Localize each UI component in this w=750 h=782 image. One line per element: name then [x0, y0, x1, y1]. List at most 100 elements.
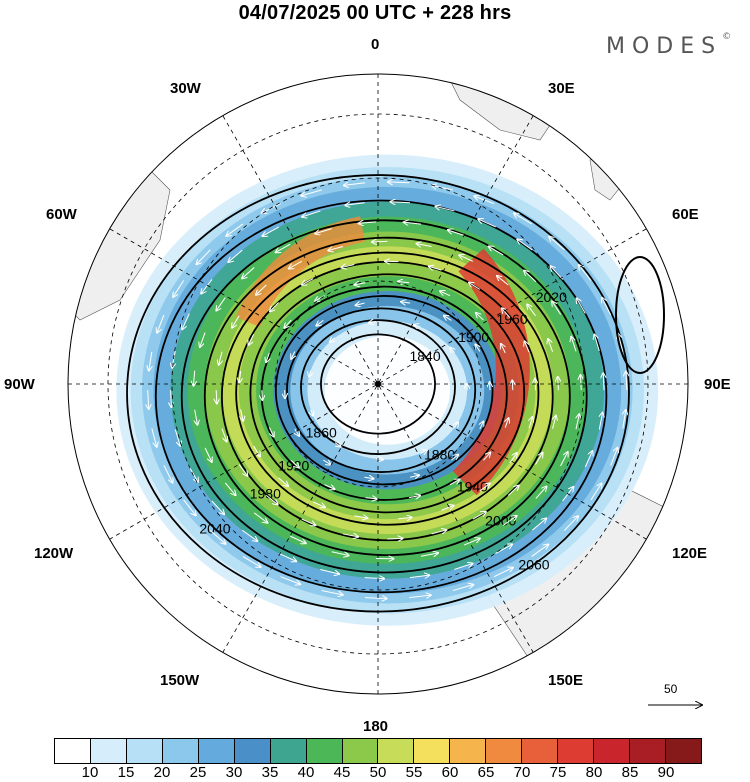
reference-vector-value: 50 — [664, 682, 678, 696]
wind-arrow — [529, 417, 532, 429]
wind-arrow — [509, 453, 517, 464]
wind-arrow — [610, 448, 618, 466]
contour-2040 — [154, 199, 608, 594]
wind-arrow — [440, 291, 451, 297]
colorbar-tick-label: 25 — [189, 764, 207, 781]
colorbar-box-3 — [162, 739, 199, 763]
lon-label-120w: 120W — [34, 545, 74, 562]
wind-arrow — [248, 334, 255, 345]
colorbar-tick-label: 65 — [477, 764, 495, 781]
wind-arrow — [256, 284, 267, 295]
copyright-mark: © — [722, 32, 732, 42]
wind-arrow — [364, 578, 384, 579]
wind-arrow — [269, 427, 273, 437]
wind-arrow — [157, 314, 165, 333]
wind-arrow — [328, 245, 344, 250]
wind-arrow — [331, 551, 349, 556]
colorbar-tick-label: 15 — [117, 764, 135, 781]
lon-label-30e: 30E — [548, 80, 575, 97]
wind-arrow — [552, 301, 562, 315]
contour-1880 — [286, 307, 477, 473]
wind-arrow — [365, 498, 377, 499]
wind-arrow — [301, 518, 316, 525]
contour-label-1940: 1940 — [457, 479, 488, 495]
wind-arrow — [420, 451, 426, 454]
wind-arrow — [266, 352, 269, 362]
colorbar-box-1 — [90, 739, 127, 763]
wind-arrow — [489, 246, 504, 256]
wind-arrow — [341, 264, 355, 267]
wind-arrow — [454, 422, 458, 427]
wind-arrow — [535, 453, 542, 465]
wind-arrow — [265, 495, 277, 504]
contour-label-1900: 1900 — [458, 329, 489, 345]
wind-arrow — [472, 512, 486, 520]
wind-arrow — [448, 230, 465, 236]
wind-arrow — [409, 575, 429, 578]
wind-arrow — [524, 271, 537, 283]
wind-arrow — [532, 518, 546, 531]
wind-arrow — [493, 568, 513, 578]
colorbar-box-7 — [306, 739, 343, 763]
wind-arrow — [558, 377, 559, 391]
wind-arrow — [476, 313, 484, 321]
wind-arrow — [497, 276, 509, 286]
contour-1980 — [220, 251, 554, 542]
wind-arrow — [531, 544, 549, 557]
contour-1940 — [249, 273, 526, 514]
wind-arrow — [148, 390, 149, 409]
wind-arrow — [344, 183, 366, 186]
wind-arrow — [584, 451, 592, 468]
wind-arrow — [525, 341, 530, 353]
wind-arrow — [290, 535, 305, 543]
wind-arrow — [201, 279, 213, 293]
wind-arrow — [603, 373, 604, 391]
wind-arrow — [270, 302, 279, 311]
wind-arrow — [253, 512, 267, 523]
wind-arrow — [548, 339, 554, 352]
wind-arrow — [502, 516, 517, 526]
wind-arrow — [219, 351, 222, 365]
wind-arrow — [420, 553, 438, 556]
colorbar — [54, 738, 702, 764]
wind-arrow — [501, 344, 505, 354]
lon-label-150w: 150W — [160, 672, 200, 689]
wind-arrow — [262, 226, 280, 236]
wind-arrow — [232, 315, 240, 328]
wind-arrow — [444, 316, 452, 321]
wind-arrow — [163, 465, 173, 482]
colorbar-box-0 — [55, 739, 91, 763]
wind-arrow — [577, 298, 586, 314]
wind-arrow — [563, 516, 578, 531]
wind-arrow — [173, 280, 185, 297]
wind-arrow — [451, 455, 458, 461]
wind-arrow — [241, 529, 257, 541]
wind-arrow — [398, 517, 411, 518]
wind-arrow — [479, 483, 490, 492]
lon-label-30w: 30W — [170, 80, 201, 97]
wind-arrow — [449, 479, 460, 486]
graticule — [68, 74, 688, 694]
contour-2020 — [180, 219, 588, 574]
wind-arrow — [450, 348, 454, 353]
colorbar-tick-label: 90 — [657, 764, 675, 781]
wind-arrow — [408, 496, 420, 498]
lon-label-60w: 60W — [46, 206, 77, 223]
wind-arrow — [302, 210, 321, 217]
wind-arrow — [209, 530, 225, 544]
contour-label-1840: 1840 — [409, 348, 440, 364]
colorbar-box-4 — [198, 739, 235, 763]
colorbar-box-13 — [522, 739, 559, 763]
contour-1840 — [320, 333, 436, 435]
lon-label-150e: 150E — [548, 672, 584, 689]
wind-arrow — [323, 460, 330, 465]
wind-arrow — [284, 319, 292, 328]
wind-arrow — [579, 265, 592, 281]
wind-arrow — [480, 422, 484, 430]
wind-arrow — [514, 213, 532, 225]
colorbar-box-10 — [414, 739, 451, 763]
wind-arrow — [334, 443, 341, 447]
wind-arrow — [241, 409, 244, 420]
wind-arrow — [517, 239, 533, 251]
wind-arrow — [262, 390, 263, 400]
